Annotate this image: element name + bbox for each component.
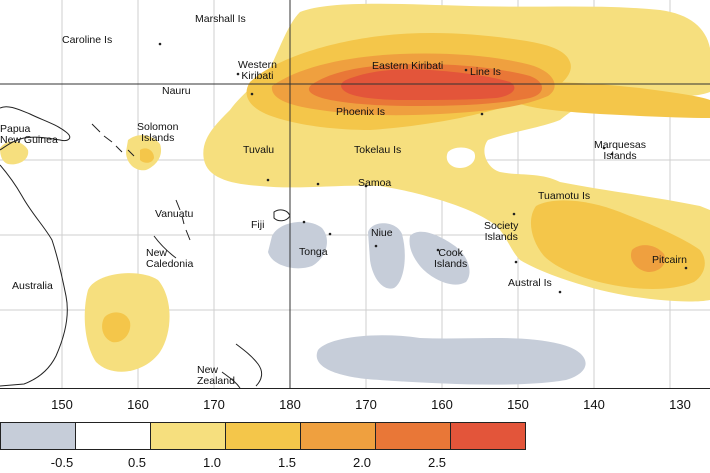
label-niue: Niue — [371, 227, 393, 239]
label-png: Papua New Guinea — [0, 124, 58, 146]
longitude-tick-170w: 170 — [355, 397, 377, 412]
longitude-tick-160w: 160 — [431, 397, 453, 412]
label-marquesas-islands-text: Marquesas Islands — [594, 139, 646, 162]
label-new-caledonia: New Caledonia — [146, 248, 193, 270]
legend-tick-10: 1.0 — [202, 455, 222, 470]
negative-region-tonga — [268, 221, 327, 269]
label-nauru: Nauru — [162, 85, 191, 97]
label-eastern-kiribati: Eastern Kiribati — [372, 60, 444, 72]
land-outlines — [0, 106, 291, 389]
australia-coast — [0, 164, 68, 387]
negative-region-niue — [368, 223, 405, 289]
negative-region-south — [316, 335, 586, 385]
longitude-tick-140w: 140 — [583, 397, 605, 412]
label-marquesas-islands: Marquesas Islands — [594, 140, 646, 162]
legend-swatch-25 — [450, 422, 526, 450]
label-austral-islands: Austral Is — [508, 277, 552, 289]
legend-tick-20: 2.0 — [352, 455, 372, 470]
vanuatu-chain — [175, 199, 191, 241]
label-new-zealand: New Zealand — [197, 365, 235, 387]
label-png-text: Papua New Guinea — [0, 123, 58, 146]
reference-lines — [0, 0, 710, 388]
label-phoenix-islands: Phoenix Is — [336, 106, 386, 118]
label-society-islands-text: Society Islands — [484, 220, 519, 243]
label-solomon-islands: Solomon Islands — [137, 122, 178, 144]
label-new-caledonia-text: New Caledonia — [146, 247, 194, 270]
longitude-tick-180: 180 — [279, 397, 301, 412]
label-society-islands: Society Islands — [484, 221, 518, 243]
longitude-tick-160e: 160 — [127, 397, 149, 412]
map-panel: Marshall Is Caroline Is Western Kiribati… — [0, 0, 710, 389]
legend-tick-05: 0.5 — [127, 455, 147, 470]
label-cook-islands-text: Cook Islands — [434, 247, 468, 270]
legend-tick-minus-05: -0.5 — [50, 455, 74, 470]
color-legend — [0, 422, 526, 450]
anomaly-fills — [0, 3, 710, 385]
nz-north — [235, 343, 263, 387]
label-vanuatu: Vanuatu — [155, 208, 194, 220]
island-dots — [158, 42, 688, 294]
label-tonga: Tonga — [299, 246, 328, 258]
fiji — [273, 209, 291, 222]
label-samoa: Samoa — [358, 177, 392, 189]
band-10-coral — [102, 312, 131, 343]
label-solomon-islands-text: Solomon Islands — [137, 121, 179, 144]
longitude-tick-150w: 150 — [507, 397, 529, 412]
band-10-solomon — [140, 148, 154, 163]
new-caledonia — [153, 235, 177, 259]
label-caroline-islands: Caroline Is — [62, 34, 113, 46]
legend-swatch-15 — [300, 422, 376, 450]
nz-south — [221, 371, 241, 389]
legend-swatch-05 — [150, 422, 226, 450]
label-marshall-islands: Marshall Is — [195, 13, 246, 25]
label-new-zealand-text: New Zealand — [197, 364, 235, 387]
legend-swatch-20 — [375, 422, 451, 450]
longitude-tick-170e: 170 — [203, 397, 225, 412]
band-15-pitcairn — [630, 245, 666, 272]
longitude-tick-130w: 130 — [669, 397, 691, 412]
band-25-main — [341, 69, 515, 100]
label-line-islands: Line Is — [470, 66, 501, 78]
legend-swatch-10 — [225, 422, 301, 450]
label-pitcairn: Pitcairn — [652, 254, 688, 266]
solomon-chain — [91, 123, 135, 157]
label-tokelau-islands: Tokelau Is — [354, 144, 402, 156]
legend-tick-15: 1.5 — [277, 455, 297, 470]
label-cook-islands: Cook Islands — [434, 248, 467, 270]
map-canvas — [0, 0, 710, 389]
label-fiji: Fiji — [251, 219, 265, 231]
legend-swatch-neutral — [75, 422, 151, 450]
label-tuamotu-islands: Tuamotu Is — [538, 190, 591, 202]
legend-swatch-negative — [0, 422, 76, 450]
hole-tokelau — [446, 147, 476, 168]
band-10-central — [520, 82, 710, 118]
png-coast — [0, 106, 71, 151]
label-tuvalu: Tuvalu — [243, 144, 275, 156]
longitude-tick-150e: 150 — [51, 397, 73, 412]
negative-region-cook — [409, 231, 470, 285]
legend-tick-25: 2.5 — [427, 455, 447, 470]
band-05-png — [0, 141, 29, 165]
label-western-kiribati-text: Western Kiribati — [238, 59, 277, 82]
label-australia: Australia — [12, 280, 53, 292]
label-western-kiribati: Western Kiribati — [238, 60, 277, 82]
